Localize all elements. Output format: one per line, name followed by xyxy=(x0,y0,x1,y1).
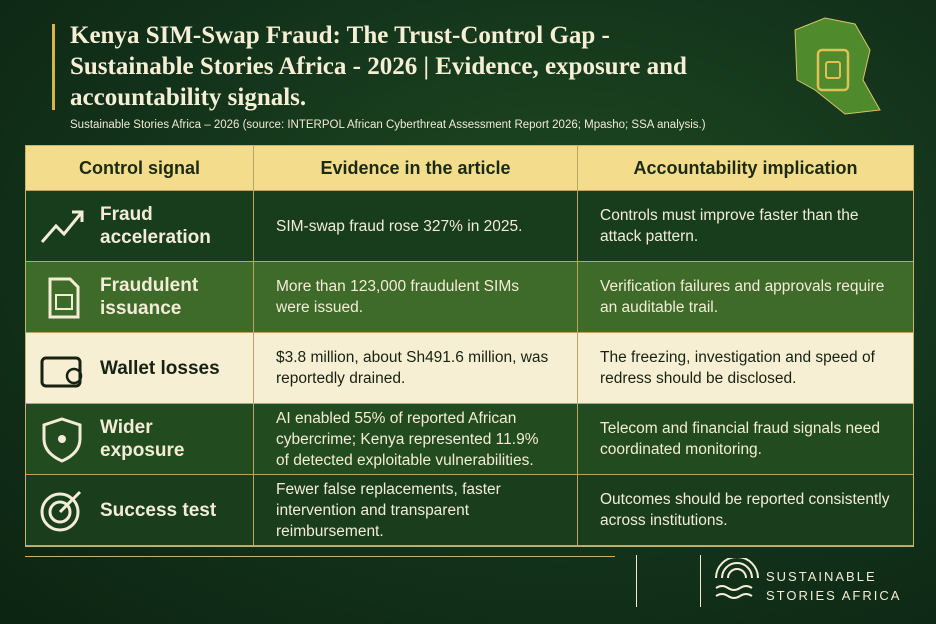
cell-text: Outcomes should be reported consistently… xyxy=(600,491,890,529)
row-label: Success test xyxy=(100,499,217,521)
table: Control signal Evidence in the article Acc… xyxy=(25,145,914,547)
column-header: Accountability implication xyxy=(578,146,913,191)
table-cell: The freezing, investigation and speed of… xyxy=(578,333,913,404)
row-icon xyxy=(40,356,83,388)
divider xyxy=(25,556,615,557)
table-cell: Fraud acceleration xyxy=(26,191,254,262)
table-cell: More than 123,000 fraudulent SIMs were i… xyxy=(254,262,578,333)
subtitle: Sustainable Stories Africa – 2026 (sourc… xyxy=(70,119,706,131)
row-label: Wider exposure xyxy=(100,417,185,461)
column-header: Control signal xyxy=(26,146,254,191)
kenya-map xyxy=(794,17,881,115)
cell-text: Fewer false replacements, faster interve… xyxy=(276,480,501,540)
row-label: Fraudulent issuance xyxy=(100,275,199,319)
row-icon xyxy=(40,210,84,243)
table-cell: Wider exposure xyxy=(26,404,254,475)
logo xyxy=(715,558,759,599)
accent-bar xyxy=(52,24,55,110)
cell-text: SIM-swap fraud rose 327% in 2025. xyxy=(276,217,523,235)
row-label: Fraud acceleration xyxy=(100,204,211,248)
row-icon xyxy=(48,277,80,319)
cell-text: AI enabled 55% of reported African cyber… xyxy=(276,409,539,469)
cell-text: $3.8 million, about Sh491.6 million, was… xyxy=(276,349,549,387)
brand: SUSTAINABLE STORIES AFRICA xyxy=(766,567,901,605)
table-cell: Wallet losses xyxy=(26,333,254,404)
row-label: Wallet losses xyxy=(100,357,220,379)
table-cell: Success test xyxy=(26,475,254,546)
cell-text: Verification failures and approvals requ… xyxy=(600,278,885,316)
table-cell: Outcomes should be reported consistently… xyxy=(578,475,913,546)
row-icon xyxy=(40,490,82,532)
title: Kenya SIM-Swap Fraud: The Trust-Control … xyxy=(70,22,687,111)
divider xyxy=(700,555,701,607)
table-cell: AI enabled 55% of reported African cyber… xyxy=(254,404,578,475)
cell-text: Telecom and financial fraud signals need… xyxy=(600,420,881,458)
cell-text: The freezing, investigation and speed of… xyxy=(600,349,875,387)
table-cell: Fewer false replacements, faster interve… xyxy=(254,475,578,546)
column-header: Evidence in the article xyxy=(254,146,578,191)
table-cell: Fraudulent issuance xyxy=(26,262,254,333)
table-cell: Controls must improve faster than the at… xyxy=(578,191,913,262)
table-cell: Verification failures and approvals requ… xyxy=(578,262,913,333)
table-cell: $3.8 million, about Sh491.6 million, was… xyxy=(254,333,578,404)
table-cell: SIM-swap fraud rose 327% in 2025. xyxy=(254,191,578,262)
brand-line: STORIES AFRICA xyxy=(766,588,902,603)
cell-text: More than 123,000 fraudulent SIMs were i… xyxy=(276,278,519,316)
divider xyxy=(636,555,637,607)
table-cell: Telecom and financial fraud signals need… xyxy=(578,404,913,475)
brand-line: SUSTAINABLE xyxy=(766,569,877,584)
cell-text: Controls must improve faster than the at… xyxy=(600,207,859,245)
row-icon xyxy=(42,417,82,463)
